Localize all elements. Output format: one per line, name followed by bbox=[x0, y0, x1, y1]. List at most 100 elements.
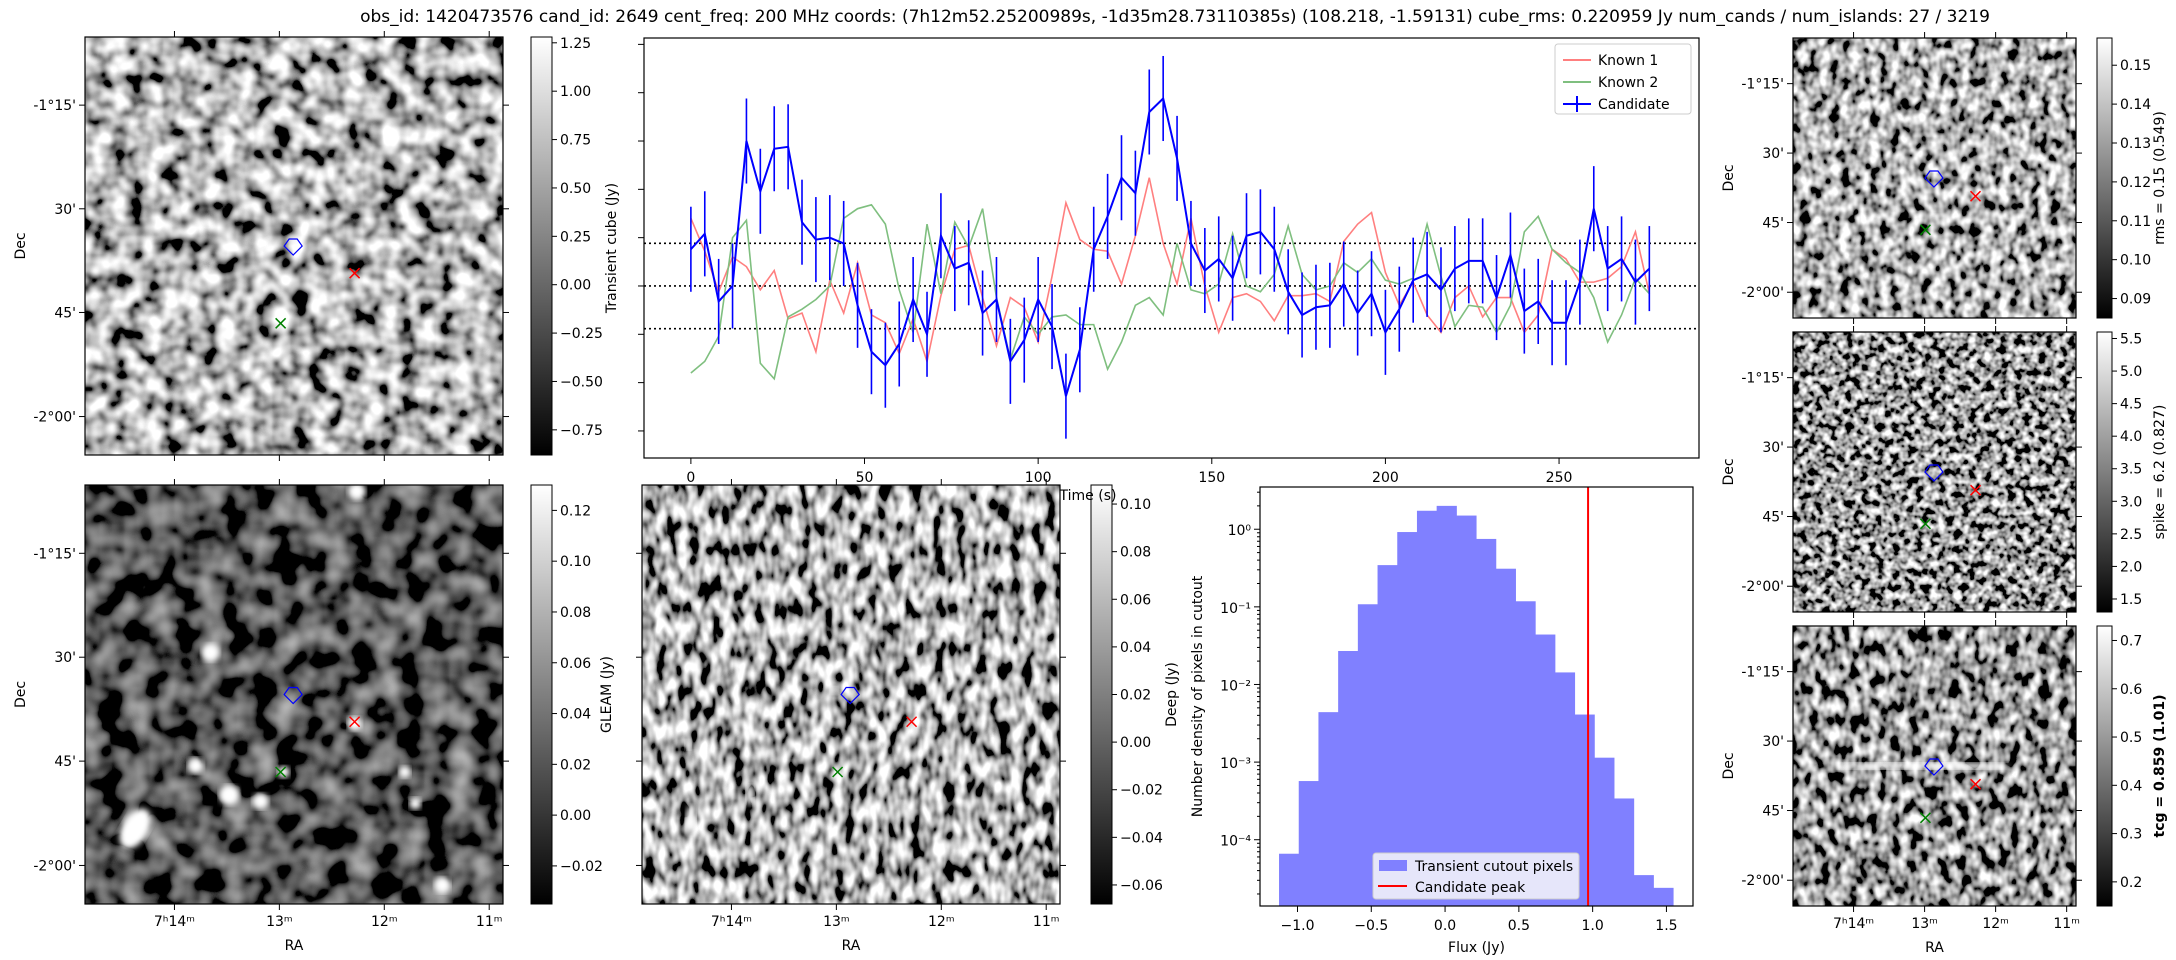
colorbar-tick-label: 0.04 bbox=[560, 707, 591, 723]
transient-panel: -1°15' 30' 45' -2°00' Dec 1.25 1.00 0.75 0.50 0.2… bbox=[13, 31, 603, 461]
histogram-y-label: Number density of pixels in cutout bbox=[1190, 575, 1206, 817]
colorbar-tick-label: 1.5 bbox=[2120, 592, 2142, 608]
rms-image bbox=[1793, 38, 2076, 318]
legend-swatch bbox=[1379, 860, 1407, 871]
histogram-bar bbox=[1436, 505, 1457, 906]
histogram-bar bbox=[1416, 510, 1438, 906]
ra-tick-label: 12ᵐ bbox=[371, 914, 398, 930]
colorbar-tick-label: −0.50 bbox=[560, 374, 603, 390]
source-blob bbox=[684, 739, 691, 750]
source-blob bbox=[187, 757, 204, 774]
ra-tick-label: 11ᵐ bbox=[1033, 914, 1060, 930]
known1-x-marker bbox=[349, 716, 361, 728]
histogram-bar bbox=[1554, 672, 1576, 906]
y-tick-label: 10⁻¹ bbox=[1220, 601, 1251, 617]
dec-tick-label: 30' bbox=[1762, 440, 1784, 456]
candidate-diamond-marker bbox=[840, 686, 860, 705]
dec-tick-label: 45' bbox=[1762, 804, 1784, 820]
colorbar-tick-label: 1.00 bbox=[560, 84, 591, 100]
dec-tick-label: 45' bbox=[54, 305, 76, 321]
colorbar-tick-label: 0.11 bbox=[2120, 214, 2151, 230]
dec-axis-label: Dec bbox=[13, 681, 29, 708]
histogram-x-label: Flux (Jy) bbox=[1448, 940, 1505, 956]
source-blob bbox=[1832, 763, 1953, 769]
source-blob bbox=[119, 808, 151, 849]
x-tick-label: 0.0 bbox=[1434, 918, 1456, 934]
colorbar-tick-label: −0.02 bbox=[1120, 783, 1163, 799]
deep-frame bbox=[641, 484, 1061, 905]
candidate-diamond-marker bbox=[1924, 170, 1944, 188]
colorbar-tick-label: 0.50 bbox=[560, 181, 591, 197]
histogram-bar bbox=[1279, 853, 1300, 906]
x-tick-label: 0.5 bbox=[1508, 918, 1530, 934]
ra-tick-label: 12ᵐ bbox=[1982, 916, 2009, 932]
histogram-bar bbox=[1338, 650, 1359, 906]
deep-image bbox=[642, 485, 1060, 904]
colorbar-label: spike = 6.2 (0.827) bbox=[2152, 405, 2168, 540]
dec-tick-label: 45' bbox=[1762, 510, 1784, 526]
source-blob bbox=[1928, 763, 2009, 769]
colorbar-tick-label: 0.06 bbox=[1120, 592, 1151, 608]
gleam-frame bbox=[84, 484, 504, 905]
dec-tick-label: 45' bbox=[54, 754, 76, 770]
lightcurve-legend: Known 1 Known 2 Candidate bbox=[1554, 43, 1692, 115]
rms-frame bbox=[1792, 37, 2077, 319]
lightcurve-marks bbox=[644, 55, 1699, 439]
dec-axis-label: Dec bbox=[1721, 752, 1737, 779]
x-tick-label: −1.0 bbox=[1280, 918, 1314, 934]
series-line-candidate bbox=[690, 96, 1651, 397]
known1-x-marker bbox=[1970, 190, 1982, 202]
x-tick-label: 250 bbox=[1546, 470, 1573, 486]
candidate-diamond-marker bbox=[1924, 464, 1944, 482]
colorbar-tick-label: 0.10 bbox=[1120, 497, 1151, 513]
colorbar-tick-label: 1.25 bbox=[560, 36, 591, 52]
x-tick-label: 1.0 bbox=[1582, 918, 1604, 934]
known1-x-marker bbox=[1970, 484, 1982, 496]
known2-x-marker bbox=[1919, 812, 1931, 824]
histogram-bar bbox=[1535, 634, 1556, 906]
source-blob bbox=[434, 877, 451, 894]
source-blob bbox=[409, 797, 422, 810]
lightcurve-chart: 0 50 100 150 200 250 Time (s) Transient cube (J… bbox=[604, 37, 1700, 504]
spike-frame bbox=[1792, 331, 2077, 613]
histogram-bar bbox=[1594, 757, 1615, 906]
histogram-bar bbox=[1476, 538, 1497, 906]
x-tick-label: 1.5 bbox=[1655, 918, 1677, 934]
dec-axis-label: Dec bbox=[1721, 164, 1737, 191]
colorbar-label: Deep (Jy) bbox=[1164, 662, 1180, 727]
colorbar-tick-label: 0.02 bbox=[560, 757, 591, 773]
known1-x-marker bbox=[1970, 778, 1982, 790]
known1-x-marker bbox=[906, 716, 918, 728]
colorbar-tick-label: −0.02 bbox=[560, 859, 603, 875]
lightcurve-y-label: Transient cube (Jy) bbox=[604, 183, 620, 314]
histogram-bar bbox=[1633, 875, 1654, 906]
known2-x-marker bbox=[275, 766, 287, 778]
dec-tick-label: -1°15' bbox=[1741, 665, 1784, 681]
colorbar-tick-label: −0.04 bbox=[1120, 830, 1163, 846]
series-line-known-2 bbox=[690, 203, 1650, 381]
ra-tick-label: 7ʰ14ᵐ bbox=[711, 914, 752, 930]
colorbar-tick-label: 4.5 bbox=[2120, 397, 2142, 413]
ra-tick-label: 11ᵐ bbox=[2053, 916, 2080, 932]
known2-x-marker bbox=[1919, 224, 1931, 236]
transient-colorbar bbox=[530, 36, 553, 456]
ra-tick-label: 13ᵐ bbox=[1911, 916, 1938, 932]
y-tick-label: 10⁻² bbox=[1220, 678, 1251, 694]
colorbar-tick-label: 0.6 bbox=[2120, 682, 2142, 698]
dec-tick-label: 45' bbox=[1762, 216, 1784, 232]
dec-tick-label: 30' bbox=[54, 202, 76, 218]
legend-label: Known 2 bbox=[1598, 75, 1658, 91]
colorbar-tick-label: 0.10 bbox=[560, 554, 591, 570]
source-blob bbox=[685, 806, 696, 835]
histogram-chart: −1.0 −0.5 0.0 0.5 1.0 1.5 10⁰ 10⁻¹ 10⁻² 10⁻³ 10⁻⁴ F… bbox=[1190, 486, 1694, 956]
dec-axis-label: Dec bbox=[13, 232, 29, 259]
colorbar-label: GLEAM (Jy) bbox=[599, 656, 615, 733]
gleam-panel: -1°15' 30' 45' -2°00' 7ʰ14ᵐ 13ᵐ 12ᵐ 11ᵐ Dec RA 0.1… bbox=[13, 479, 615, 954]
legend-label: Candidate bbox=[1598, 97, 1670, 113]
lightcurve-frame bbox=[643, 37, 1700, 459]
colorbar-tick-label: 0.06 bbox=[560, 656, 591, 672]
dec-tick-label: -1°15' bbox=[1741, 371, 1784, 387]
source-blob bbox=[398, 766, 411, 779]
rms-colorbar bbox=[2096, 37, 2113, 319]
ra-tick-label: 13ᵐ bbox=[266, 914, 293, 930]
